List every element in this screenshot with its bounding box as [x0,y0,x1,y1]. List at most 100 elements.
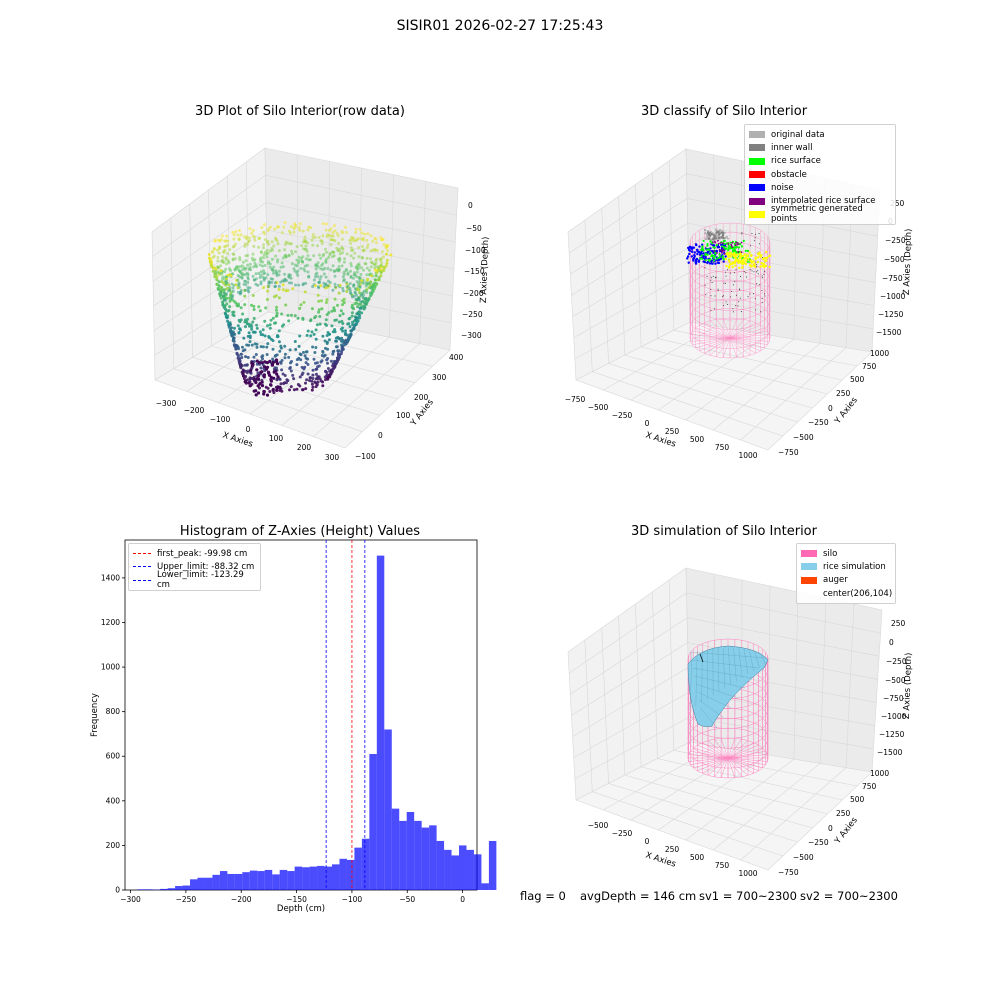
silo-base-spoke [704,337,731,354]
classified-point [740,255,743,258]
data-point [317,364,321,368]
data-point [360,231,364,235]
data-point [287,253,291,257]
legend-swatch [801,590,817,597]
data-point [304,387,308,391]
data-point [365,288,369,292]
data-point [237,238,241,242]
data-point [362,249,365,253]
classified-point [715,276,717,278]
classified-point [763,274,765,275]
data-point [242,377,246,381]
classified-point [708,248,711,251]
data-point [239,306,243,310]
data-point [320,299,323,303]
silo-base-spoke [695,327,731,339]
classified-point [731,249,735,252]
data-point [246,273,250,276]
x-tick-label: 750 [715,861,730,870]
data-point [321,234,325,238]
data-point [351,276,355,280]
data-point [297,259,301,263]
classified-point [749,245,751,247]
data-point [298,375,302,379]
data-point [266,386,270,390]
classified-point [725,282,727,284]
data-point [262,390,266,394]
data-point [316,380,320,384]
data-point [345,252,349,256]
data-point [321,334,325,338]
data-point [337,241,341,245]
data-point [349,292,353,296]
data-point [250,364,254,368]
data-point [259,270,263,274]
data-point [298,334,302,338]
data-point [257,271,261,275]
data-point [307,274,311,278]
data-point [228,248,232,252]
data-point [333,224,336,228]
data-point [327,338,331,342]
data-point [356,298,360,301]
classified-point [760,311,762,313]
data-point [304,361,308,365]
data-point [277,269,281,273]
grid-line [668,160,675,331]
x-tick-label: −250 [612,829,633,838]
data-point [317,286,321,290]
data-point [338,256,342,260]
classified-point [706,244,709,247]
y-tick-label: 0 [378,431,383,440]
data-point [274,321,278,325]
classified-point [710,232,713,236]
data-point [352,256,356,260]
data-point [369,234,373,238]
silo-base-spoke [716,319,731,339]
data-point [326,377,330,381]
data-point [281,372,285,376]
classified-point [722,258,725,261]
data-point [297,226,301,230]
data-point [331,255,334,259]
data-point [283,344,287,348]
classified-point [733,252,736,255]
data-point [336,303,339,307]
silo-base-spoke [695,337,731,349]
data-point [251,330,255,334]
y-axis-label: Y Axies [832,815,860,847]
data-point [236,267,240,271]
data-point [222,294,225,298]
silo-ring [689,298,771,340]
grid-line [574,297,690,360]
data-point [246,317,249,321]
classified-point [727,246,730,249]
data-point [304,381,307,385]
classified-point [744,253,747,256]
classified-point [722,296,724,298]
classified-point [695,243,698,247]
data-point [356,237,360,241]
data-point [310,382,314,386]
data-point [374,274,378,278]
data-point [314,346,318,349]
data-point [331,288,335,292]
data-point [333,328,337,331]
data-point [271,347,275,351]
data-point [254,282,258,286]
data-point [231,258,235,262]
data-point [273,285,277,288]
data-point [356,263,360,267]
classified-point [718,236,721,240]
data-point [255,345,259,349]
silo-ring [689,289,771,330]
data-point [305,350,309,354]
data-point [267,285,271,288]
classified-point [707,237,711,240]
data-point [313,351,317,354]
data-point [316,293,320,297]
data-point [271,357,275,361]
data-point [373,268,377,272]
data-point [234,343,238,347]
classified-point [696,248,699,251]
